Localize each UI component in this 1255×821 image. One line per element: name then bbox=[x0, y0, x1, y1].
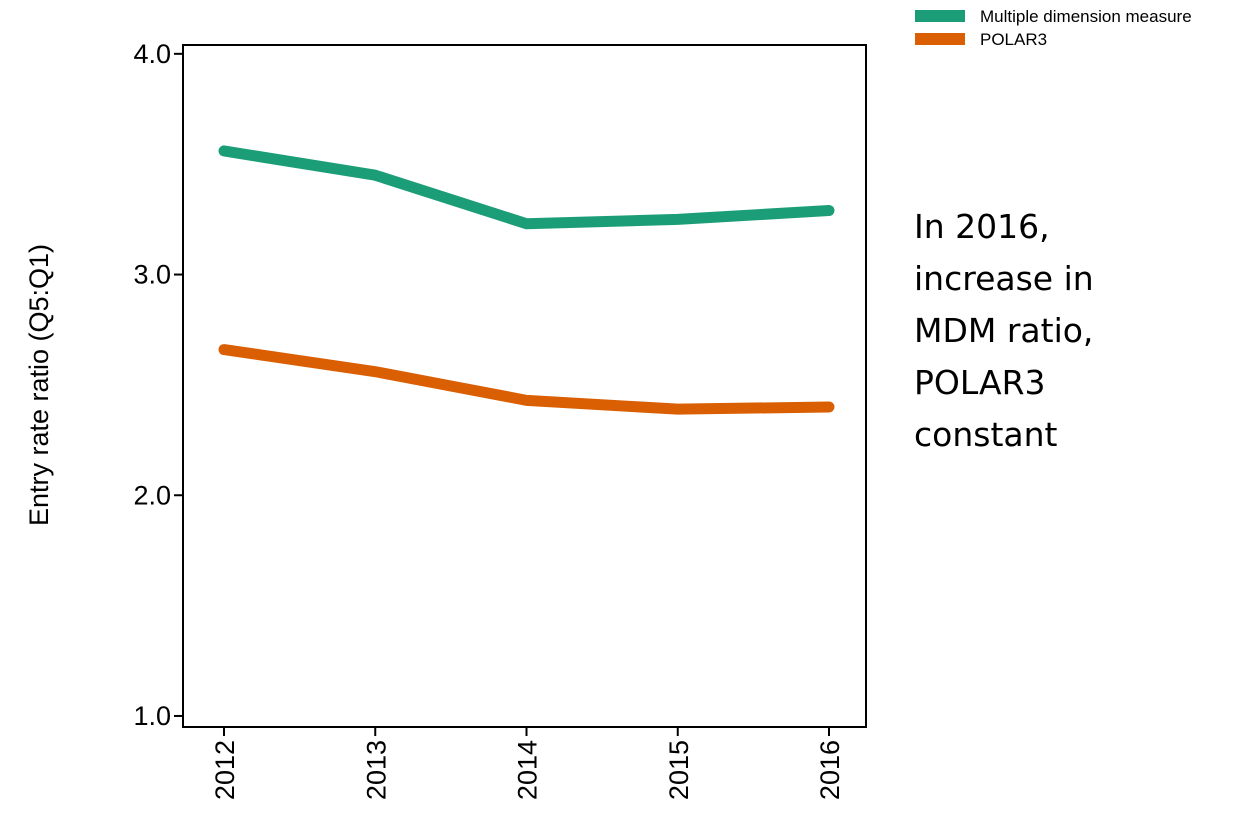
x-tick-label: 2015 bbox=[664, 740, 694, 800]
data-line bbox=[218, 344, 835, 415]
legend-swatch bbox=[915, 10, 965, 22]
y-tick-label: 2.0 bbox=[133, 480, 171, 510]
annotation: increase in bbox=[914, 259, 1094, 298]
annotation: constant bbox=[914, 415, 1058, 454]
data-line bbox=[218, 145, 835, 230]
plot-frame bbox=[182, 44, 867, 728]
x-tick-label: 2016 bbox=[815, 740, 845, 800]
legend-swatch bbox=[915, 33, 965, 45]
x-tick-label: 2014 bbox=[513, 740, 543, 800]
annotation: POLAR3 bbox=[914, 363, 1046, 402]
y-tick-label: 3.0 bbox=[133, 260, 171, 290]
y-axis-label: Entry rate ratio (Q5:Q1) bbox=[24, 244, 54, 526]
x-tick-label: 2012 bbox=[210, 740, 240, 800]
legend-label: POLAR3 bbox=[980, 30, 1047, 49]
y-tick-label: 1.0 bbox=[133, 701, 171, 731]
x-tick-label: 2013 bbox=[361, 740, 391, 800]
annotation: In 2016, bbox=[914, 207, 1050, 246]
y-tick-label: 4.0 bbox=[133, 39, 171, 69]
annotation: MDM ratio, bbox=[914, 311, 1093, 350]
legend-label: Multiple dimension measure bbox=[980, 7, 1192, 26]
